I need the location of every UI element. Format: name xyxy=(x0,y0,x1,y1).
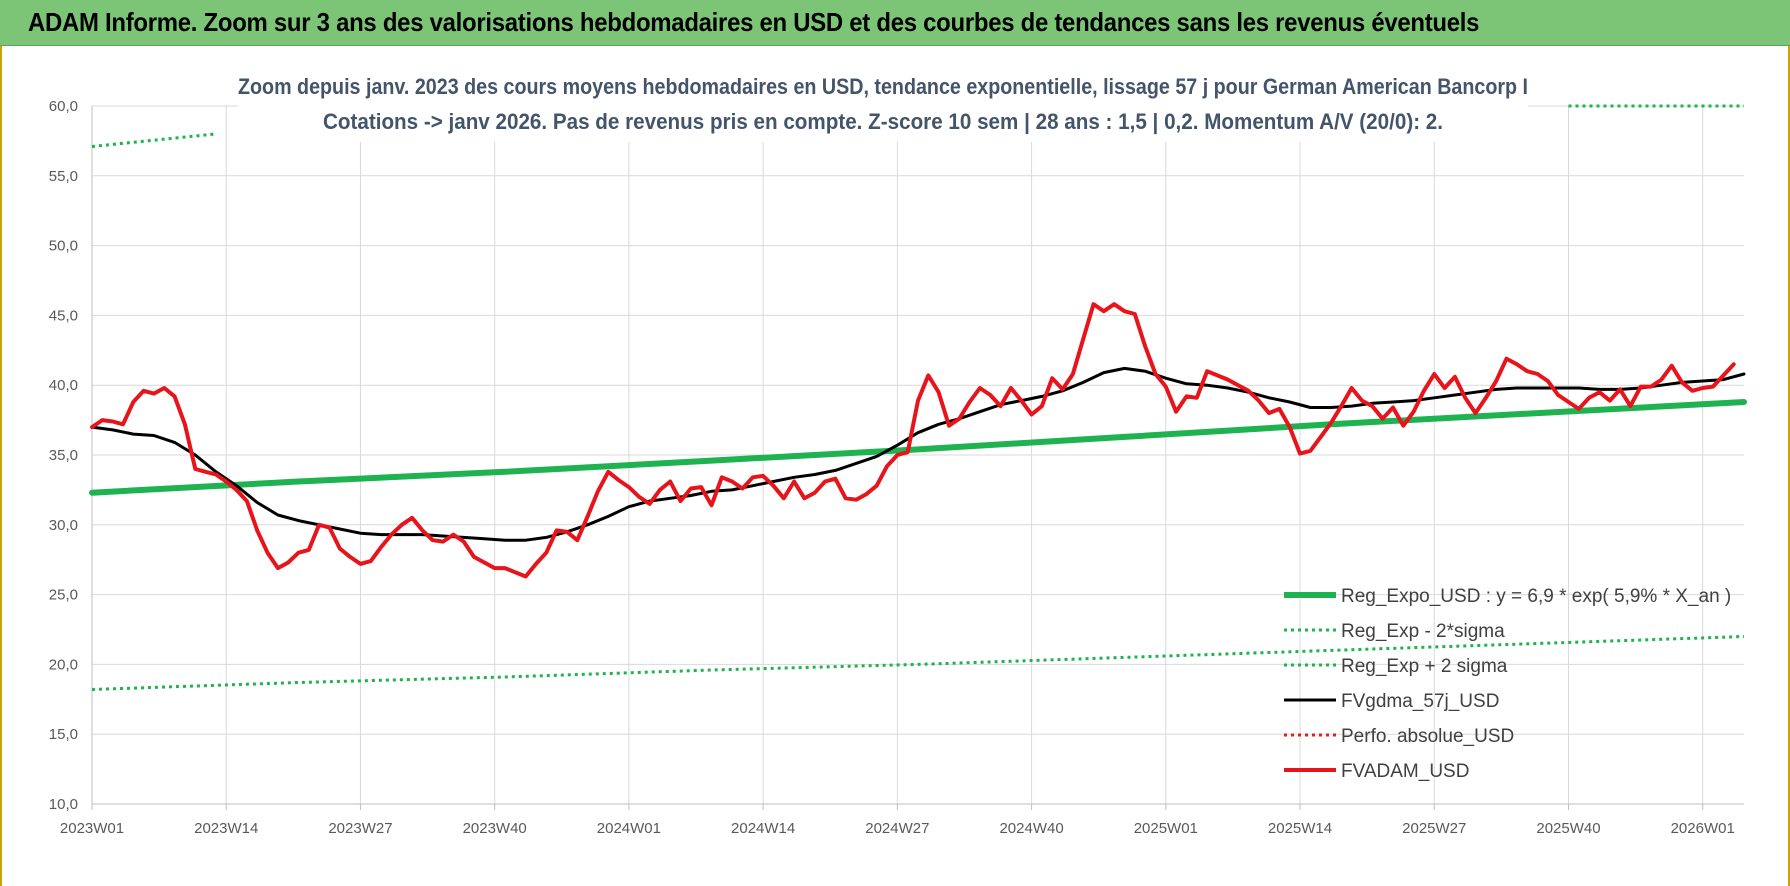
x-tick-label: 2023W40 xyxy=(463,820,527,837)
legend-label: Reg_Exp - 2*sigma xyxy=(1341,621,1505,642)
x-tick-label: 2023W14 xyxy=(194,820,258,837)
y-tick-label: 35,0 xyxy=(49,447,78,464)
y-tick-label: 60,0 xyxy=(49,98,78,115)
y-tick-label: 40,0 xyxy=(49,377,78,394)
y-tick-label: 25,0 xyxy=(49,587,78,604)
legend-label: Reg_Expo_USD : y = 6,9 * exp( 5,9% * X_a… xyxy=(1341,586,1731,607)
y-tick-label: 45,0 xyxy=(49,307,78,324)
series-line-reg-exp-2-sigma xyxy=(91,132,217,148)
y-tick-label: 50,0 xyxy=(49,238,78,255)
series-line-fvgdma-57j-usd xyxy=(90,366,1746,542)
x-tick-label: 2025W14 xyxy=(1268,820,1332,837)
series-line-reg-expo-usd-y-6-9-exp-5-9-x-an xyxy=(89,399,1747,496)
x-tick-label: 2025W01 xyxy=(1134,820,1198,837)
chart-series xyxy=(89,104,1747,691)
y-tick-label: 55,0 xyxy=(49,168,78,185)
x-tick-label: 2024W01 xyxy=(597,820,661,837)
x-tick-label: 2026W01 xyxy=(1671,820,1735,837)
x-tick-label: 2025W40 xyxy=(1536,820,1600,837)
x-tick-label: 2024W40 xyxy=(999,820,1063,837)
legend-label: FVADAM_USD xyxy=(1341,761,1469,782)
x-tick-label: 2024W27 xyxy=(865,820,929,837)
x-tick-label: 2023W27 xyxy=(328,820,392,837)
y-tick-label: 30,0 xyxy=(49,517,78,534)
x-tick-label: 2024W14 xyxy=(731,820,795,837)
report-title: ADAM Informe. Zoom sur 3 ans des valoris… xyxy=(28,7,1480,37)
chart-title: Zoom depuis janv. 2023 des cours moyens … xyxy=(238,74,1528,99)
series-line-reg-exp-2-sigma xyxy=(91,635,1745,691)
y-tick-label: 10,0 xyxy=(49,796,78,813)
report-header: ADAM Informe. Zoom sur 3 ans des valoris… xyxy=(0,0,1790,46)
y-tick-label: 20,0 xyxy=(49,656,78,673)
chart-subtitle: Cotations -> janv 2026. Pas de revenus p… xyxy=(323,109,1443,134)
series-line-fvadam-usd xyxy=(90,302,1736,579)
chart-frame: 10,0 15,0 20,0 25,0 30,0 35,0 40,0 45,0 50,0 55,0… xyxy=(0,46,1790,886)
chart-legend: Reg_Expo_USD : y = 6,9 * exp( 5,9% * X_a… xyxy=(1284,586,1731,782)
legend-label: Reg_Exp + 2 sigma xyxy=(1341,656,1508,677)
x-tick-label: 2023W01 xyxy=(60,820,124,837)
legend-label: FVgdma_57j_USD xyxy=(1341,691,1499,712)
x-tick-label: 2025W27 xyxy=(1402,820,1466,837)
y-tick-label: 15,0 xyxy=(49,726,78,743)
chart-axes: 10,0 15,0 20,0 25,0 30,0 35,0 40,0 45,0 50,0 55,0… xyxy=(49,98,1744,837)
title-backdrop xyxy=(238,62,1528,142)
legend-label: Perfo. absolue_USD xyxy=(1341,726,1514,747)
line-chart: 10,0 15,0 20,0 25,0 30,0 35,0 40,0 45,0 50,0 55,0… xyxy=(49,62,1747,837)
